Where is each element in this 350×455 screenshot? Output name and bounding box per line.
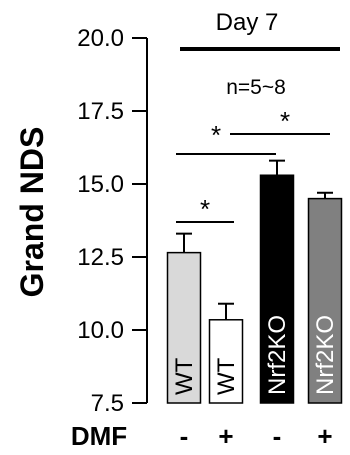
y-tick-label-0: 7.5	[91, 390, 124, 417]
y-tick-label-4: 17.5	[77, 98, 124, 125]
bar-series: WT WT Nrf2KO Nrf2KO	[166, 159, 343, 404]
bar-label-3: Nrf2KO	[312, 315, 339, 395]
bar-0	[166, 251, 202, 404]
dmf-treatment-signs: - + - +	[180, 421, 333, 451]
bar-label-2: Nrf2KO	[264, 315, 291, 395]
y-tick-label-2: 12.5	[77, 244, 124, 271]
sample-size-note: n=5~8	[226, 76, 286, 99]
bar-label-1: WT	[213, 357, 240, 395]
significance-star-2: *	[280, 106, 290, 136]
y-axis-ticks: 7.5 10.0 12.5 15.0 17.5 20.0	[77, 25, 147, 417]
y-tick-label-3: 15.0	[77, 171, 124, 198]
significance-markers: * * *	[176, 106, 330, 224]
dmf-sign-1: +	[218, 421, 233, 451]
y-tick-label-1: 10.0	[77, 317, 124, 344]
bar-label-0: WT	[171, 357, 198, 395]
significance-star-1: *	[211, 120, 221, 150]
y-axis-label: Grand NDS	[14, 127, 50, 298]
dmf-sign-0: -	[180, 421, 189, 451]
significance-star-0: *	[200, 194, 210, 224]
chart-title: Day 7	[216, 9, 279, 36]
y-tick-label-5: 20.0	[77, 25, 124, 52]
dmf-condition-label: DMF	[71, 421, 127, 451]
bar-3	[307, 197, 343, 404]
dmf-sign-2: -	[273, 421, 282, 451]
dmf-sign-3: +	[317, 421, 332, 451]
